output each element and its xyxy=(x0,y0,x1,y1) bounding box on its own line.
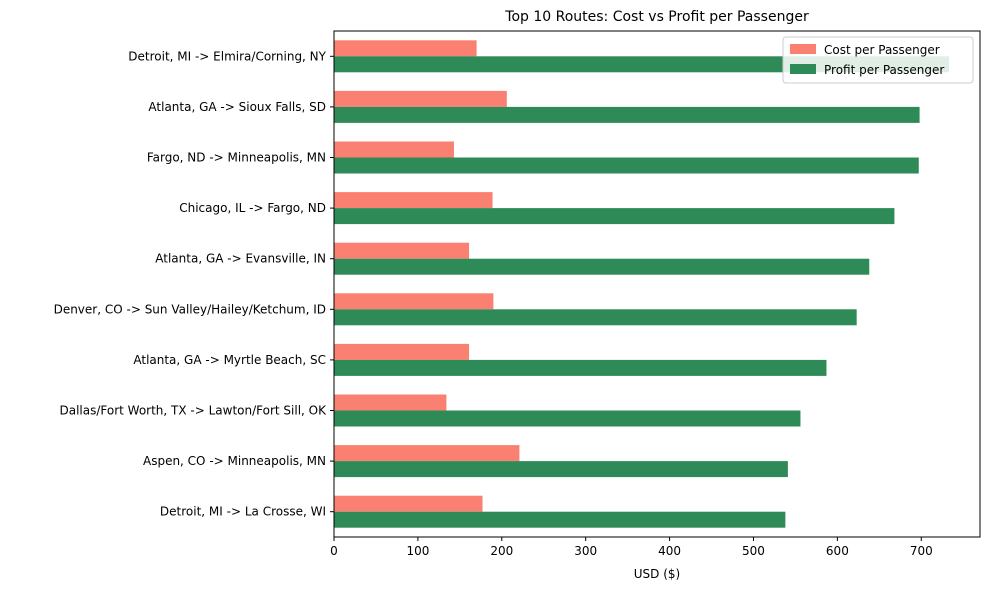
bar-profit-8 xyxy=(334,461,788,478)
bar-cost-8 xyxy=(334,445,520,462)
bar-cost-3 xyxy=(334,192,493,209)
bar-cost-7 xyxy=(334,394,447,411)
y-tick-label: Chicago, IL -> Fargo, ND xyxy=(179,201,326,215)
bar-cost-6 xyxy=(334,343,470,360)
bar-profit-7 xyxy=(334,410,801,427)
bar-profit-5 xyxy=(334,309,857,326)
bar-profit-2 xyxy=(334,157,919,174)
x-axis-ticks: 0 100 200 300 400 500 600 700 xyxy=(330,537,933,558)
bar-cost-4 xyxy=(334,242,470,259)
legend-swatch-profit xyxy=(790,64,816,74)
y-tick-label: Aspen, CO -> Minneapolis, MN xyxy=(143,454,326,468)
x-tick-label: 0 xyxy=(330,544,338,558)
y-tick-label: Dallas/Fort Worth, TX -> Lawton/Fort Sil… xyxy=(59,404,327,418)
legend-label-profit: Profit per Passenger xyxy=(824,63,944,77)
plot-frame xyxy=(333,30,981,538)
x-tick-label: 300 xyxy=(574,544,597,558)
bar-cost-2 xyxy=(334,141,454,158)
x-tick-label: 400 xyxy=(658,544,681,558)
y-tick-label: Atlanta, GA -> Myrtle Beach, SC xyxy=(133,353,326,367)
bar-cost-5 xyxy=(334,293,494,310)
bars-group xyxy=(334,40,949,528)
legend-swatch-cost xyxy=(790,44,816,54)
bar-profit-9 xyxy=(334,511,786,528)
y-tick-label: Detroit, MI -> La Crosse, WI xyxy=(160,505,326,519)
bar-profit-3 xyxy=(334,208,895,225)
y-tick-label: Detroit, MI -> Elmira/Corning, NY xyxy=(128,49,326,63)
x-tick-label: 100 xyxy=(406,544,429,558)
x-tick-label: 600 xyxy=(826,544,849,558)
bar-cost-0 xyxy=(334,40,477,57)
x-axis-label: USD ($) xyxy=(634,567,680,581)
x-tick-label: 200 xyxy=(490,544,513,558)
legend-label-cost: Cost per Passenger xyxy=(824,43,940,57)
bar-cost-9 xyxy=(334,495,483,512)
bar-profit-4 xyxy=(334,258,870,275)
x-tick-label: 500 xyxy=(742,544,765,558)
y-tick-label: Atlanta, GA -> Sioux Falls, SD xyxy=(148,100,326,114)
y-tick-label: Atlanta, GA -> Evansville, IN xyxy=(155,252,326,266)
legend[interactable]: Cost per Passenger Profit per Passenger xyxy=(782,36,974,84)
chart-title: Top 10 Routes: Cost vs Profit per Passen… xyxy=(504,9,809,25)
y-tick-label: Denver, CO -> Sun Valley/Hailey/Ketchum,… xyxy=(54,302,326,316)
y-tick-label: Fargo, ND -> Minneapolis, MN xyxy=(147,151,326,165)
y-axis-ticks: Detroit, MI -> Elmira/Corning, NY Atlanta… xyxy=(54,49,334,519)
legend-box xyxy=(782,36,974,84)
x-tick-label: 700 xyxy=(910,544,933,558)
bar-cost-1 xyxy=(334,90,507,107)
bar-profit-6 xyxy=(334,359,827,376)
bar-profit-1 xyxy=(334,106,920,123)
